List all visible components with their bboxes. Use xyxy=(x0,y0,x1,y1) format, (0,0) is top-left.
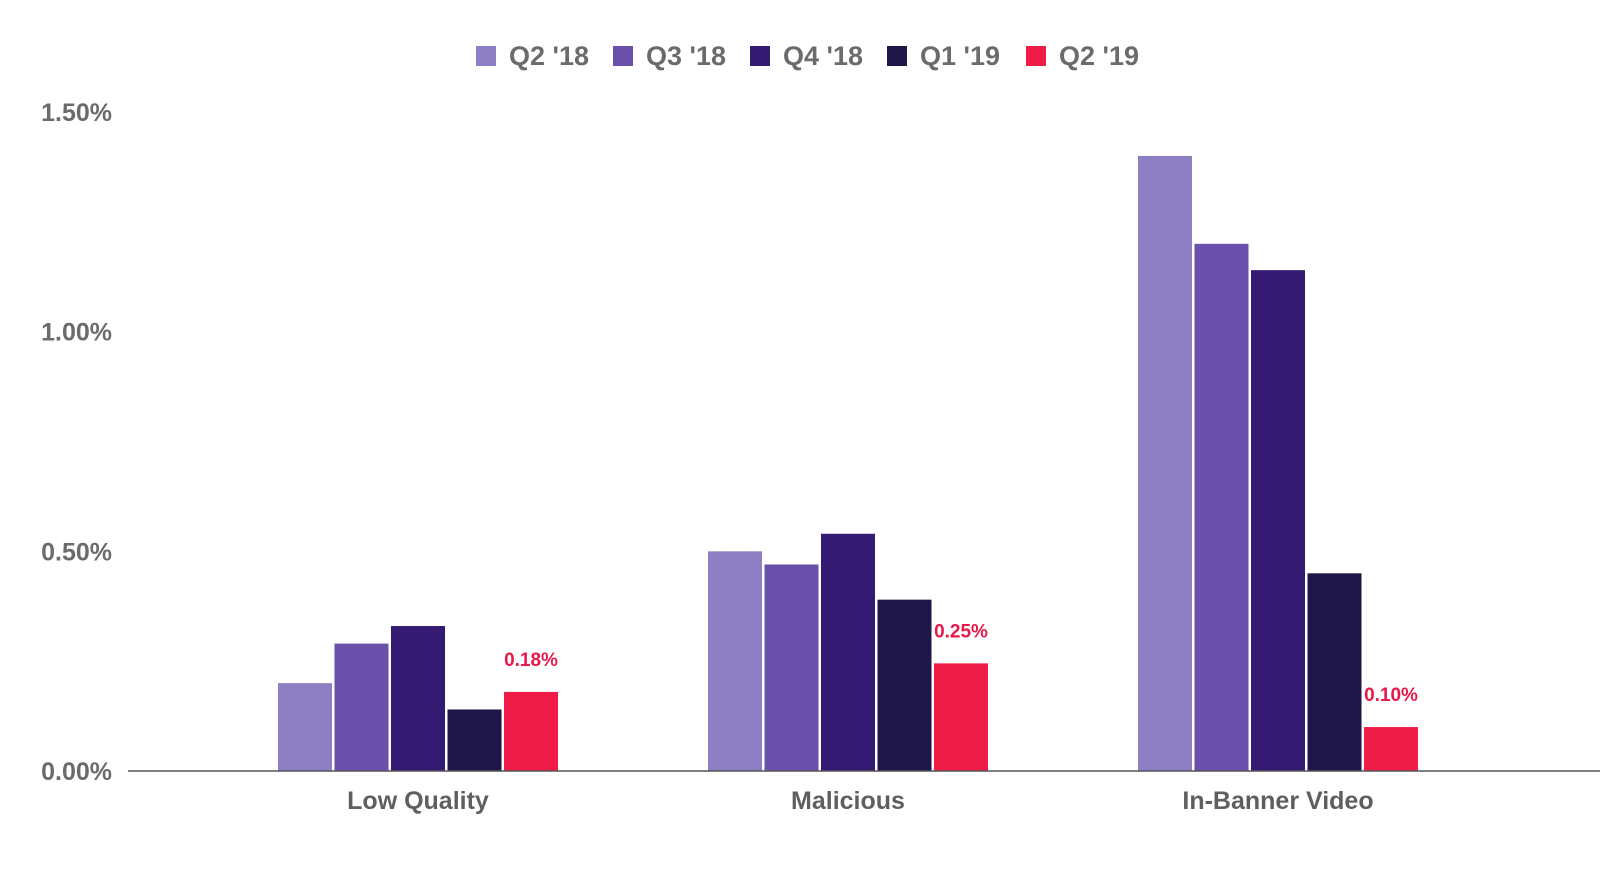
y-tick-label-3: 1.50% xyxy=(41,99,112,127)
bar-2-0 xyxy=(391,626,445,771)
data-label-0: 0.18% xyxy=(504,650,558,671)
legend-swatch-2 xyxy=(750,46,770,66)
data-label-1: 0.25% xyxy=(934,621,988,642)
legend: Q2 '18 Q3 '18 Q4 '18 Q1 '19 Q2 '19 xyxy=(476,41,1139,71)
y-tick-label-1: 0.50% xyxy=(41,538,112,566)
bar-3-0 xyxy=(447,709,502,771)
bars xyxy=(278,155,1418,772)
data-label-2: 0.10% xyxy=(1364,685,1418,706)
legend-label-3: Q1 '19 xyxy=(920,41,1000,71)
x-axis: Low Quality Malicious In-Banner Video xyxy=(347,787,1373,815)
legend-label-2: Q4 '18 xyxy=(783,41,863,71)
legend-swatch-4 xyxy=(1026,46,1046,66)
legend-label-1: Q3 '18 xyxy=(646,41,726,71)
bar-4-1 xyxy=(934,663,988,771)
bar-4-0 xyxy=(504,691,558,771)
bar-1-0 xyxy=(334,643,389,771)
bar-0-2 xyxy=(1138,155,1192,771)
bar-0-0 xyxy=(278,683,332,771)
bar-3-2 xyxy=(1307,573,1362,771)
x-tick-label-1: Malicious xyxy=(791,787,905,815)
legend-label-0: Q2 '18 xyxy=(509,41,589,71)
bar-0-1 xyxy=(708,551,762,771)
legend-swatch-1 xyxy=(613,46,633,66)
y-tick-label-0: 0.00% xyxy=(41,758,112,786)
bar-2-1 xyxy=(821,533,875,771)
bar-1-2 xyxy=(1194,243,1249,772)
y-axis: 0.00% 0.50% 1.00% 1.50% xyxy=(41,99,112,786)
bar-4-2 xyxy=(1364,727,1418,771)
legend-label-4: Q2 '19 xyxy=(1059,41,1139,71)
legend-swatch-3 xyxy=(887,46,907,66)
bar-3-1 xyxy=(877,599,932,771)
bar-1-1 xyxy=(764,564,819,771)
legend-swatch-0 xyxy=(476,46,496,66)
x-tick-label-0: Low Quality xyxy=(347,787,489,815)
x-tick-label-2: In-Banner Video xyxy=(1182,787,1373,815)
bar-2-2 xyxy=(1251,270,1305,771)
y-tick-label-2: 1.00% xyxy=(41,319,112,347)
data-labels: 0.18% 0.25% 0.10% xyxy=(504,621,1418,706)
